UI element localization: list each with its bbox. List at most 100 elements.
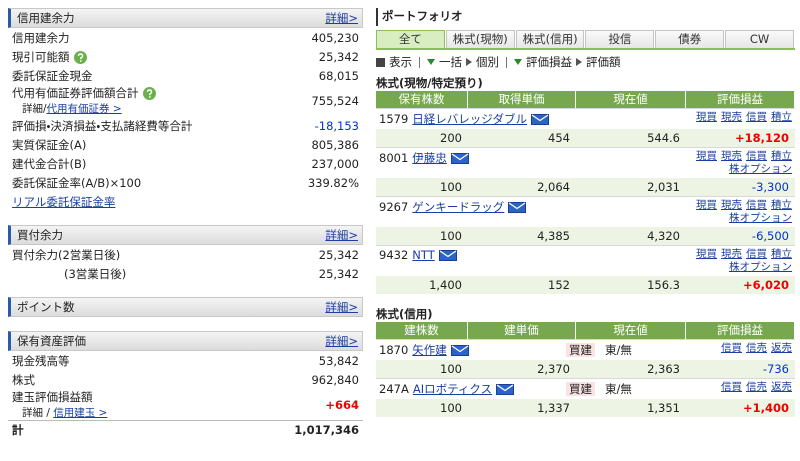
portfolio-title: ポートフォリオ bbox=[376, 8, 795, 26]
separator bbox=[506, 56, 507, 68]
value-row: 100 2,064 2,031 -3,300 bbox=[376, 178, 795, 196]
label-line: 評価損・決済損益・支払諸経費等合計 bbox=[12, 118, 192, 134]
trade-link[interactable]: 現買 bbox=[696, 111, 717, 123]
trade-link[interactable]: 現売 bbox=[721, 199, 742, 211]
value-cell: 100 bbox=[440, 229, 462, 243]
trade-link[interactable]: 現売 bbox=[721, 150, 742, 162]
stock-name[interactable]: 伊藤忠 bbox=[412, 151, 447, 165]
mail-icon[interactable] bbox=[496, 384, 515, 395]
trade-link[interactable]: 現買 bbox=[696, 248, 717, 260]
sub-link[interactable]: 信用建玉 > bbox=[53, 407, 108, 419]
mail-icon[interactable] bbox=[450, 345, 469, 356]
trade-link[interactable]: 信買 bbox=[721, 342, 742, 354]
label-cell: 建代金合計(B) bbox=[12, 156, 86, 172]
trade-link[interactable]: 信買 bbox=[746, 199, 767, 211]
trade-link[interactable]: 積立 bbox=[771, 111, 792, 123]
label-cell: 信用建余力 bbox=[12, 30, 70, 46]
detail-link[interactable]: 詳細> bbox=[325, 228, 358, 242]
stock-code: 1870 bbox=[379, 343, 409, 357]
value: 53,842 bbox=[318, 353, 359, 368]
toolbar-item[interactable]: 個別 bbox=[476, 55, 499, 69]
stock-code: 9267 bbox=[379, 200, 409, 214]
value-cell: 152 bbox=[548, 278, 570, 292]
mail-icon[interactable] bbox=[450, 153, 469, 164]
help-icon[interactable] bbox=[142, 87, 156, 100]
toolbar-item[interactable]: 表示 bbox=[389, 55, 412, 69]
trade-link[interactable]: 信買 bbox=[746, 111, 767, 123]
stock-name[interactable]: 日経レバレッジダブル bbox=[412, 112, 528, 126]
label-line: 信用建余力 bbox=[12, 30, 70, 46]
value: 237,000 bbox=[311, 156, 359, 171]
column-header: 取得単価 bbox=[468, 91, 576, 108]
detail-link[interactable]: 詳細> bbox=[325, 11, 358, 25]
trade-link[interactable]: 現買 bbox=[696, 150, 717, 162]
trade-link[interactable]: 積立 bbox=[771, 199, 792, 211]
trade-link[interactable]: 株オプション bbox=[729, 261, 792, 273]
trade-link[interactable]: 株オプション bbox=[729, 163, 792, 175]
toolbar-icon bbox=[576, 58, 582, 66]
toolbar-item[interactable]: 評価損益 bbox=[526, 55, 572, 69]
mail-icon[interactable] bbox=[438, 250, 457, 261]
sub-link[interactable]: 代用有価証券 > bbox=[46, 103, 122, 115]
panel: 保有資産評価 詳細> 現金残高等 53,842 株式 962,840 建玉評価損益額 詳細 /… bbox=[8, 331, 363, 439]
mail-icon[interactable] bbox=[531, 114, 550, 125]
trade-link[interactable]: 信買 bbox=[746, 150, 767, 162]
stock-name[interactable]: ゲンキードラッグ bbox=[412, 200, 505, 214]
trade-link[interactable]: 現買 bbox=[696, 199, 717, 211]
trade-link[interactable]: 株オプション bbox=[729, 212, 792, 224]
link-line: 現買 現売 信買 積立 bbox=[692, 150, 792, 163]
value: 68,015 bbox=[318, 68, 359, 83]
link-line: 信買 信売 返売 bbox=[717, 381, 792, 394]
column-header: 評価損益 bbox=[686, 322, 795, 339]
tab[interactable]: 投信 bbox=[585, 30, 655, 48]
tab[interactable]: CW bbox=[725, 30, 794, 48]
link[interactable]: リアル委託保証金率 bbox=[12, 194, 116, 209]
tab[interactable]: 株式(信用) bbox=[515, 30, 585, 48]
trade-link[interactable]: 現売 bbox=[721, 248, 742, 260]
trade-link[interactable]: 信売 bbox=[746, 342, 767, 354]
mail-icon[interactable] bbox=[508, 202, 527, 213]
column-header: 現在値 bbox=[576, 322, 686, 339]
detail-link[interactable]: 詳細> bbox=[325, 334, 358, 348]
trade-link[interactable]: 積立 bbox=[771, 248, 792, 260]
tab[interactable]: 債券 bbox=[655, 30, 725, 48]
help-icon[interactable] bbox=[73, 50, 87, 64]
detail-link[interactable]: 詳細> bbox=[325, 300, 358, 314]
trade-link[interactable]: 現売 bbox=[721, 111, 742, 123]
label: 代用有価証券評価額合計 bbox=[12, 86, 139, 100]
label-cell: 建玉評価損益額 詳細 / 信用建玉 > bbox=[12, 389, 107, 420]
trade-link[interactable]: 信買 bbox=[721, 381, 742, 393]
value-row: 200 454 544.6 +18,120 bbox=[376, 129, 795, 147]
value-cell: 156.3 bbox=[647, 278, 680, 292]
value-cell: +6,020 bbox=[742, 278, 789, 292]
label: 信用建余力 bbox=[12, 30, 70, 45]
stock-name[interactable]: AIロボティクス bbox=[412, 382, 493, 396]
panel-title: 保有資産評価 bbox=[17, 334, 86, 348]
trade-links: 現買 現売 信買 積立 株オプション bbox=[692, 150, 792, 176]
toolbar: 表示 一括 個別 評価損益 評価額 bbox=[376, 53, 795, 71]
tab[interactable]: 全て bbox=[376, 30, 445, 48]
trade-link[interactable]: 信売 bbox=[746, 381, 767, 393]
toolbar-icon bbox=[427, 59, 435, 65]
trade-links: 現買 現売 信買 積立 bbox=[692, 111, 792, 124]
trade-link[interactable]: 信買 bbox=[746, 248, 767, 260]
tab[interactable]: 株式(現物) bbox=[445, 30, 515, 48]
toolbar-item[interactable]: 評価額 bbox=[586, 55, 621, 69]
value-cell: +1,400 bbox=[742, 401, 789, 415]
trade-links: 信買 信売 返売 bbox=[717, 342, 792, 355]
row: 株式 962,840 bbox=[8, 370, 363, 389]
label-cell: 代用有価証券評価額合計 詳細/代用有価証券 > bbox=[12, 85, 156, 116]
value-cell: 544.6 bbox=[647, 131, 680, 145]
stock-name[interactable]: 矢作建 bbox=[412, 343, 447, 357]
toolbar-icon bbox=[376, 57, 385, 67]
trade-link[interactable]: 返売 bbox=[771, 381, 792, 393]
label: 現引可能額 bbox=[12, 49, 70, 64]
value-cell: 2,363 bbox=[647, 362, 680, 376]
trade-link[interactable]: 積立 bbox=[771, 150, 792, 162]
stock-row: 8001 伊藤忠 現買 現売 信買 積立 株オプション bbox=[376, 147, 795, 178]
toolbar-item[interactable]: 一括 bbox=[439, 55, 462, 69]
stock-name-cell: 1870 矢作建 bbox=[379, 342, 469, 358]
row: 信用建余力 405,230 bbox=[8, 28, 363, 47]
trade-link[interactable]: 返売 bbox=[771, 342, 792, 354]
stock-name[interactable]: NTT bbox=[412, 248, 435, 262]
